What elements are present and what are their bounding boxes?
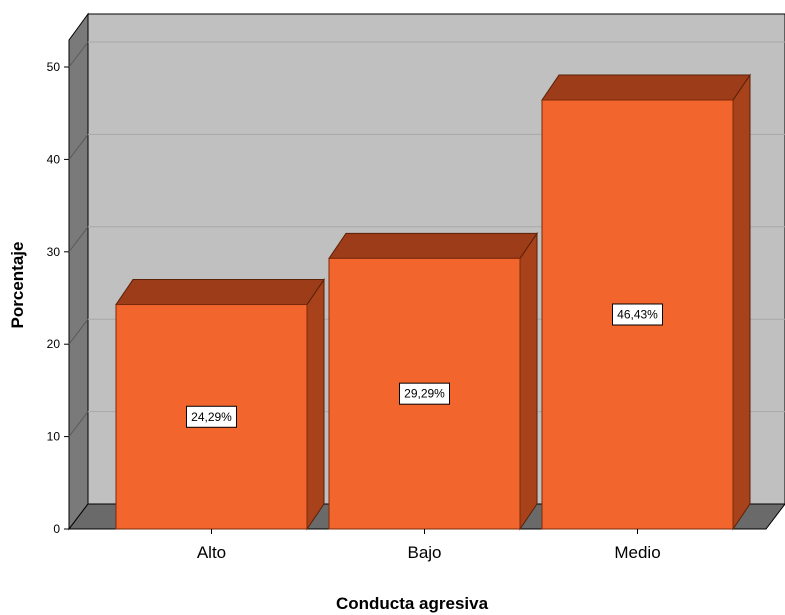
data-label-box xyxy=(399,382,450,405)
gridline-side xyxy=(68,134,89,160)
y-tick-label: 30 xyxy=(47,245,61,259)
y-tick-label: 20 xyxy=(47,337,61,351)
data-label: 46,43% xyxy=(617,307,658,321)
bar-medio: 46,43% xyxy=(541,73,751,531)
x-tick-label: Bajo xyxy=(407,543,441,562)
data-label: 29,29% xyxy=(404,387,445,401)
x-axis-labels: Alto Bajo Medio xyxy=(197,529,661,562)
bar-alto: 24,29% xyxy=(115,277,325,531)
y-tick-label: 10 xyxy=(47,430,61,444)
gridline-side xyxy=(68,411,89,437)
y-tick-label: 40 xyxy=(47,152,61,166)
bars: 24,29% 29,29% 46,43% xyxy=(115,73,751,531)
bar-top xyxy=(115,279,325,306)
y-axis-title: Porcentaje xyxy=(8,242,27,329)
gridline-side xyxy=(68,41,89,68)
y-tick-label: 0 xyxy=(53,522,60,536)
bar-side xyxy=(306,277,325,531)
data-label-box xyxy=(186,405,237,428)
x-axis-title: Conducta agresiva xyxy=(336,594,489,613)
y-axis-ticks: 0 10 20 30 40 50 xyxy=(47,60,69,536)
bar-side xyxy=(519,231,538,531)
x-tick-label: Alto xyxy=(197,543,226,562)
bar-top xyxy=(541,74,751,101)
bar-bajo: 29,29% xyxy=(328,231,538,531)
side-wall xyxy=(68,12,89,531)
data-label: 24,29% xyxy=(191,410,232,424)
data-label-box xyxy=(612,303,663,326)
x-tick-label: Medio xyxy=(614,543,660,562)
bar-top xyxy=(328,232,538,259)
y-tick-label: 50 xyxy=(47,60,61,74)
gridline-side xyxy=(68,318,89,345)
gridline-side xyxy=(68,226,89,253)
bar-side xyxy=(732,73,751,531)
